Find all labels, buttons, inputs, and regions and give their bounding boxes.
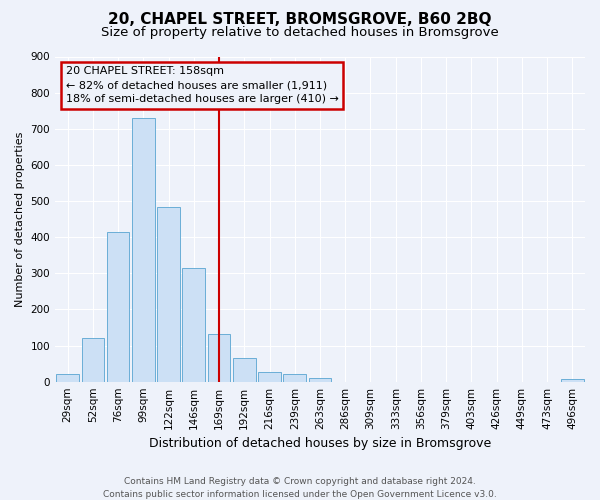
Bar [157, 207, 180, 382]
Bar [258, 372, 281, 382]
X-axis label: Distribution of detached houses by size in Bromsgrove: Distribution of detached houses by size … [149, 437, 491, 450]
Bar [561, 379, 584, 382]
Bar [132, 118, 155, 382]
Text: 20 CHAPEL STREET: 158sqm
← 82% of detached houses are smaller (1,911)
18% of sem: 20 CHAPEL STREET: 158sqm ← 82% of detach… [65, 66, 338, 104]
Bar [308, 378, 331, 382]
Bar [56, 374, 79, 382]
Text: 20, CHAPEL STREET, BROMSGROVE, B60 2BQ: 20, CHAPEL STREET, BROMSGROVE, B60 2BQ [108, 12, 492, 28]
Text: Size of property relative to detached houses in Bromsgrove: Size of property relative to detached ho… [101, 26, 499, 39]
Bar [107, 232, 130, 382]
Bar [82, 338, 104, 382]
Bar [208, 334, 230, 382]
Bar [233, 358, 256, 382]
Bar [182, 268, 205, 382]
Bar [283, 374, 306, 382]
Text: Contains HM Land Registry data © Crown copyright and database right 2024.
Contai: Contains HM Land Registry data © Crown c… [103, 478, 497, 499]
Y-axis label: Number of detached properties: Number of detached properties [15, 132, 25, 307]
